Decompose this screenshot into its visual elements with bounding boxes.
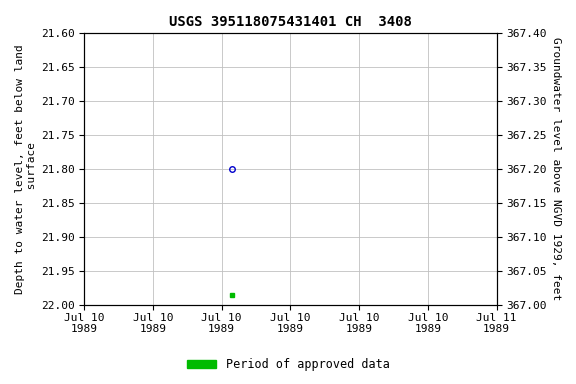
Legend: Period of approved data: Period of approved data (182, 354, 394, 376)
Title: USGS 395118075431401 CH  3408: USGS 395118075431401 CH 3408 (169, 15, 412, 29)
Y-axis label: Depth to water level, feet below land
 surface: Depth to water level, feet below land su… (15, 44, 37, 294)
Y-axis label: Groundwater level above NGVD 1929, feet: Groundwater level above NGVD 1929, feet (551, 38, 561, 301)
